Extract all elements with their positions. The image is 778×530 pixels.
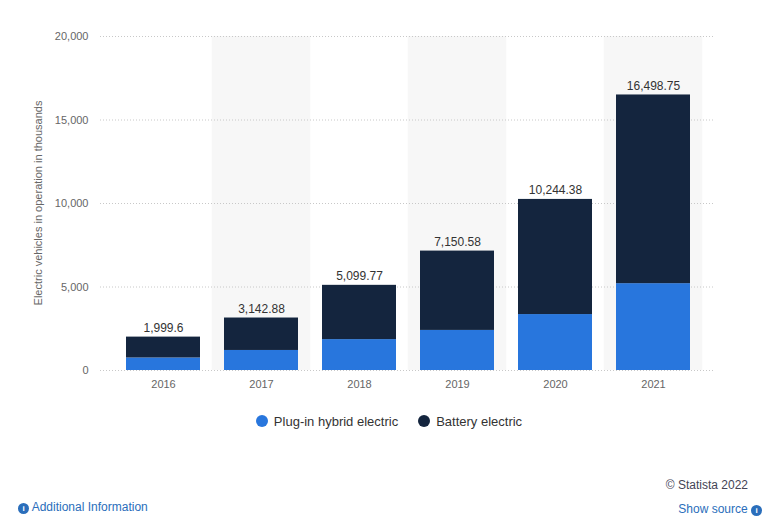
html-text:Battery electric: Battery electric [436,414,523,429]
html-text:Electric vehicles in operation: Electric vehicles in operation in thousa… [32,100,44,306]
svg-text:2020: 2020 [543,378,567,390]
svg-text:15,000: 15,000 [55,114,89,126]
svg-text:20,000: 20,000 [55,30,89,42]
svg-text:0: 0 [82,364,88,376]
svg-text:2016: 2016 [151,378,175,390]
svg-text:2021: 2021 [641,378,665,390]
svg-text:2017: 2017 [249,378,273,390]
svg-text:5,000: 5,000 [61,281,89,293]
html-text:i Additional Information: i Additional Information [22,500,148,514]
html-text:© Statista 2022: © Statista 2022 [665,478,748,492]
svg-text:10,244.38: 10,244.38 [529,183,583,197]
svg-text:7,150.58: 7,150.58 [434,235,481,249]
svg-text:3,142.88: 3,142.88 [238,302,285,316]
svg-text:5,099.77: 5,099.77 [336,269,383,283]
svg-text:2018: 2018 [347,378,371,390]
svg-text:10,000: 10,000 [55,197,89,209]
html-text:Plug-in hybrid electric: Plug-in hybrid electric [273,414,399,429]
svg-text:2019: 2019 [445,378,469,390]
html-text:Show source i: Show source i [678,502,758,516]
svg-text:16,498.75: 16,498.75 [627,79,681,93]
svg-text:1,999.6: 1,999.6 [143,321,183,335]
